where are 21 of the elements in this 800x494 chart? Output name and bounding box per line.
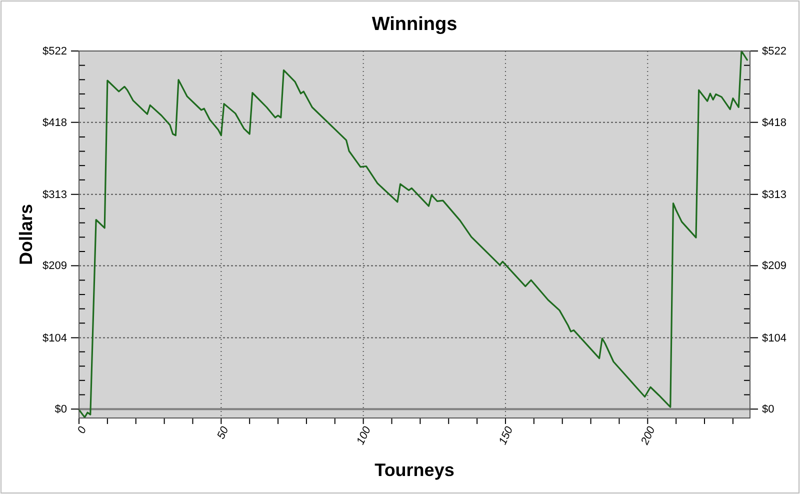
y-tick-label: $313 xyxy=(42,188,67,201)
y-tick-label: $418 xyxy=(42,116,67,129)
x-tick-label: 0 xyxy=(76,424,90,436)
y2-tick-label: $522 xyxy=(762,46,786,58)
y-tick-label: $522 xyxy=(42,46,67,58)
y-tick-label: $209 xyxy=(42,260,67,272)
y2-tick-label: $313 xyxy=(762,188,786,201)
line-series xyxy=(78,50,748,418)
y2-tick-label: $104 xyxy=(762,332,786,344)
y-tick-label: $104 xyxy=(42,332,67,344)
x-tick-label: 100 xyxy=(354,424,374,447)
y-axis-title: Dollars xyxy=(16,204,36,266)
y2-tick-label: $209 xyxy=(762,260,786,272)
x-axis-title: Tourneys xyxy=(374,460,454,480)
y2-tick-label: $418 xyxy=(762,116,786,129)
x-tick-label: 200 xyxy=(638,424,658,448)
x-tick-label: 50 xyxy=(215,424,232,442)
x-tick-label: 150 xyxy=(496,424,516,447)
chart-title: Winnings xyxy=(372,14,458,35)
y2-tick-label: $0 xyxy=(762,404,774,416)
y-tick-label: $0 xyxy=(54,404,67,416)
